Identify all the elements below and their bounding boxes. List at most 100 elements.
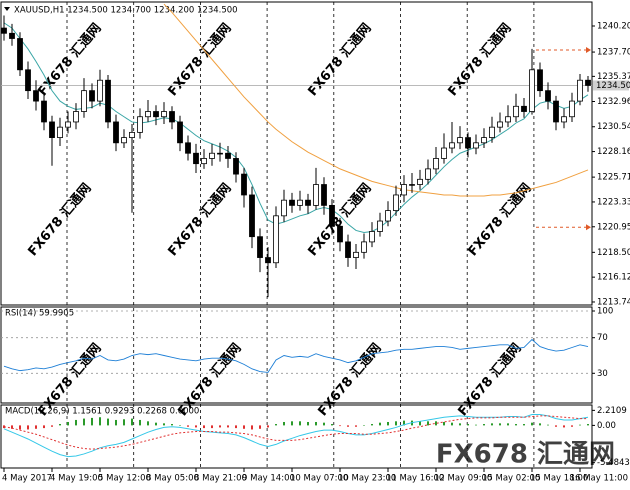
line: [3, 414, 589, 458]
histogram-bar: [459, 423, 461, 426]
histogram-bar: [155, 422, 157, 426]
y-tick-label: 2.2109: [597, 406, 627, 416]
histogram-bar: [291, 421, 293, 426]
y-tick-label: 70: [597, 333, 608, 343]
histogram-bar: [11, 425, 13, 429]
histogram-bar: [35, 425, 37, 429]
x-tick-label: 10 May 23:00: [338, 474, 396, 484]
candle-body: [449, 142, 455, 149]
line: [3, 415, 588, 450]
histogram-bar: [395, 421, 397, 426]
candle-body: [321, 184, 327, 206]
histogram-bar: [179, 425, 181, 426]
histogram-bar: [579, 424, 581, 426]
candle-body: [129, 131, 135, 138]
y-tick-label: 1223.330: [597, 197, 630, 207]
histogram-bar: [435, 421, 437, 426]
histogram-bar: [419, 421, 421, 426]
rsi-pane: [0, 306, 593, 404]
price-title: XAUUSD,H1 1234.500 1234.700 1234.200 123…: [14, 6, 238, 16]
x-tick-label: 4 May 2017: [2, 474, 52, 484]
last-price-box: [593, 80, 629, 91]
y-tick-label: 1213.740: [597, 297, 630, 307]
menu-triangle: [4, 7, 10, 11]
candle-body: [457, 137, 463, 144]
histogram-bar: [243, 425, 245, 429]
y-tick-label: 1240.200: [597, 21, 630, 31]
histogram-bar: [75, 419, 77, 426]
candle-body: [105, 79, 111, 123]
candle-body: [65, 121, 71, 128]
histogram-bar: [515, 424, 517, 426]
histogram-bar: [115, 419, 117, 426]
x-tick-label: 15 May 02:00: [482, 474, 540, 484]
candle-body: [377, 220, 383, 232]
histogram-bar: [227, 425, 229, 428]
histogram-bar: [507, 423, 509, 426]
histogram-bar: [267, 425, 269, 428]
candle-body: [73, 111, 79, 123]
histogram-bar: [299, 421, 301, 426]
histogram-bar: [51, 425, 53, 427]
histogram-bar: [83, 418, 85, 426]
candle-body: [441, 147, 447, 159]
candle-body: [561, 116, 567, 123]
candle-body: [345, 241, 351, 258]
histogram-bar: [27, 425, 29, 430]
candle-body: [337, 225, 343, 243]
y-tick-label: 1228.160: [597, 147, 630, 157]
histogram-bar: [587, 424, 589, 426]
histogram-bar: [59, 424, 61, 426]
y-tick-label: 1220.950: [597, 222, 630, 232]
histogram-bar: [371, 424, 373, 426]
x-tick-label: 16 May 11:00: [570, 474, 628, 484]
candle-body: [209, 152, 215, 159]
candle-body: [217, 152, 223, 155]
candle-body: [585, 79, 591, 86]
candle-body: [409, 184, 415, 186]
candle-body: [17, 38, 23, 71]
candle-body: [281, 199, 287, 217]
candle-body: [481, 137, 487, 144]
candle-body: [369, 231, 375, 243]
candle-body: [353, 251, 359, 258]
x-tick-label: 5 May 12:00: [98, 474, 151, 484]
candle-body: [473, 142, 479, 149]
candle-body: [225, 152, 231, 159]
histogram-bar: [347, 425, 349, 427]
x-tick-label: 11 May 16:00: [386, 474, 444, 484]
histogram-bar: [451, 422, 453, 426]
histogram-bar: [323, 422, 325, 426]
candle-body: [505, 116, 511, 123]
x-tick-label: 8 May 05:00: [146, 474, 199, 484]
candle-body: [121, 137, 127, 144]
candle-body: [521, 105, 527, 112]
histogram-bar: [123, 419, 125, 426]
candle-body: [185, 142, 191, 154]
histogram-bar: [523, 424, 525, 426]
histogram-bar: [235, 425, 237, 429]
histogram-bar: [99, 417, 101, 426]
candle-body: [537, 69, 543, 92]
histogram-bar: [571, 425, 573, 427]
candle-body: [137, 116, 143, 133]
x-tick-label: 15 May 18:00: [530, 474, 588, 484]
histogram-bar: [219, 425, 221, 428]
line: [3, 338, 589, 373]
candle-body: [289, 199, 295, 206]
candle-body: [241, 173, 247, 196]
histogram-bar: [483, 424, 485, 426]
candle-body: [249, 194, 255, 238]
histogram-bar: [387, 421, 389, 426]
arrow-head: [586, 46, 591, 53]
candle-body: [153, 111, 159, 118]
candle-body: [201, 158, 207, 165]
histogram-bar: [331, 424, 333, 426]
candle-body: [497, 121, 503, 128]
candle-body: [393, 194, 399, 212]
macd-title: MACD(12,26,9) 1.1561 0.9293 0.2268 0.000…: [5, 407, 199, 417]
histogram-bar: [107, 418, 109, 426]
candle-body: [1, 27, 7, 34]
y-tick-label: 1232.960: [597, 97, 630, 107]
